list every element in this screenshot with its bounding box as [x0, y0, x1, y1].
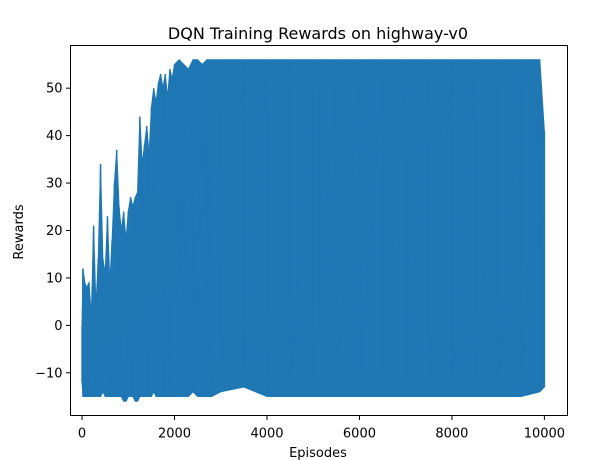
y-tick-label: 20 [46, 224, 63, 239]
x-tick-label: 0 [78, 427, 86, 442]
x-tick-label: 2000 [158, 427, 191, 442]
y-axis-title: Rewards [12, 204, 27, 259]
plot-area [81, 59, 546, 402]
x-tick-label: 6000 [343, 427, 376, 442]
y-tick-label: 10 [46, 271, 63, 286]
x-tick-label: 10000 [524, 427, 565, 442]
y-tick-label: 0 [54, 319, 62, 334]
y-axis: −10 0 10 20 30 40 50 [35, 82, 71, 381]
chart-title: DQN Training Rewards on highway-v0 [168, 24, 468, 43]
x-tick-label: 8000 [435, 427, 468, 442]
y-tick-label: 40 [46, 129, 63, 144]
series-line-0 [81, 59, 546, 402]
y-tick-label: −10 [35, 366, 62, 381]
x-axis-title: Episodes [289, 446, 347, 460]
x-axis: 0 2000 4000 6000 8000 10000 [78, 415, 565, 442]
y-tick-label: 30 [46, 177, 63, 192]
x-tick-label: 4000 [250, 427, 283, 442]
y-tick-label: 50 [46, 82, 63, 97]
